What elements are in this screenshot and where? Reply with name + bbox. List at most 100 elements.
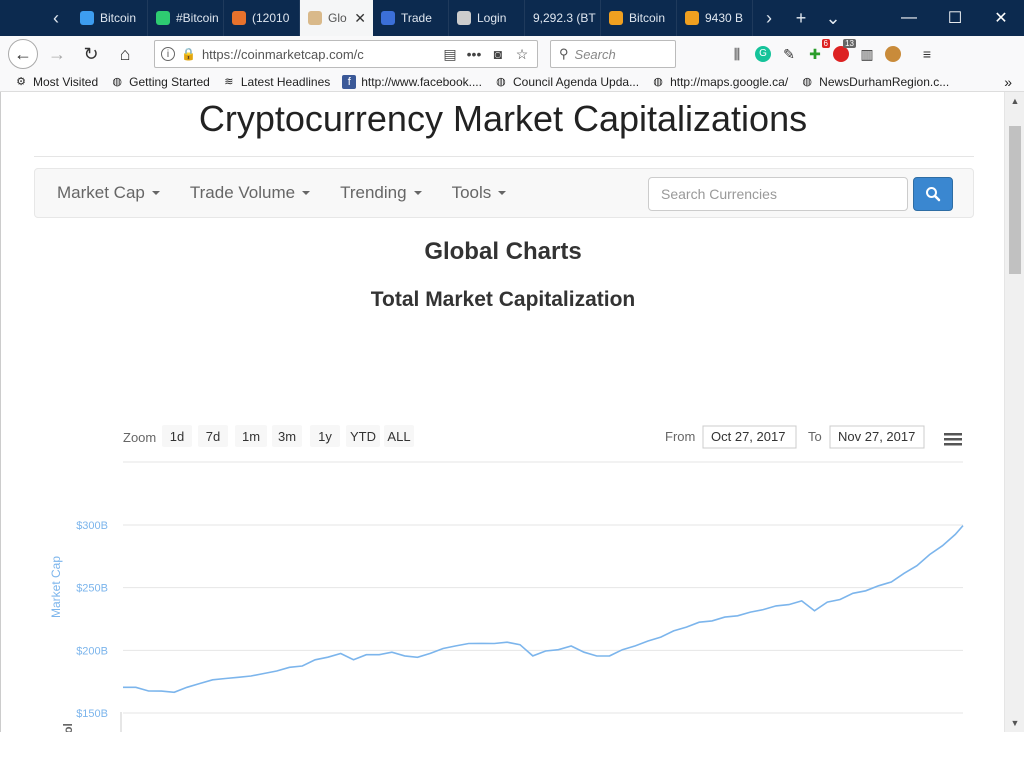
tab-2[interactable]: (12010: [224, 0, 300, 36]
tab-scroll-right-button[interactable]: ›: [753, 0, 785, 36]
tab-8[interactable]: 9430 B: [677, 0, 753, 36]
scroll-down-icon[interactable]: ▼: [1010, 718, 1020, 728]
tab-strip: ‹ Bitcoin #Bitcoin (12010 Glo ✕ Trade Login 9,2…: [0, 0, 1024, 36]
bookmark-item[interactable]: ≋ Latest Headlines: [222, 75, 330, 89]
zoom-button-label: 7d: [206, 429, 220, 444]
url-text[interactable]: https://coinmarketcap.com/c: [201, 46, 364, 62]
bookmark-item[interactable]: f http://www.facebook....: [342, 74, 482, 89]
tab-label: Bitcoin: [629, 11, 666, 25]
back-button[interactable]: ←: [8, 39, 38, 69]
home-button[interactable]: ⌂: [110, 39, 140, 69]
adblock-icon[interactable]: 13: [830, 39, 856, 65]
close-tab-icon[interactable]: ✕: [354, 9, 366, 26]
tab-6[interactable]: 9,292.3 (BT: [525, 0, 601, 36]
from-date-input[interactable]: [702, 425, 797, 449]
tab-5[interactable]: Login: [449, 0, 525, 36]
lock-icon[interactable]: 🔒: [181, 47, 196, 61]
globe-icon: ◍: [802, 76, 812, 88]
grammarly-icon[interactable]: G: [752, 43, 774, 65]
adblock-badge: 13: [843, 39, 856, 48]
list-all-tabs-button[interactable]: ⌄: [817, 0, 849, 36]
scroll-up-icon[interactable]: ▲: [1010, 96, 1020, 106]
bookmark-label: Latest Headlines: [240, 74, 331, 89]
tab-favicon-icon: [308, 11, 322, 25]
tab-favicon-icon: [381, 11, 395, 25]
tab-label: Trade: [401, 11, 432, 25]
to-date-input[interactable]: [829, 425, 925, 449]
caret-down-icon: [302, 191, 311, 195]
y-axis-label: Market Cap: [49, 556, 63, 618]
rss-icon: ≋: [224, 76, 234, 88]
from-date-value: Oct 27, 2017: [711, 429, 785, 444]
currency-search-input[interactable]: Search Currencies: [648, 177, 908, 211]
eyedropper-icon[interactable]: ✎: [783, 45, 795, 62]
tab-7[interactable]: Bitcoin: [601, 0, 677, 36]
minimize-button[interactable]: —: [886, 0, 932, 36]
zoom-button-1y[interactable]: [310, 425, 340, 447]
menu-label: Trending: [340, 183, 407, 202]
tab-4[interactable]: Trade: [373, 0, 449, 36]
bookmark-star-icon[interactable]: ☆: [515, 45, 529, 62]
close-window-button[interactable]: ✕: [978, 0, 1024, 36]
zoom-button-7d[interactable]: [198, 425, 228, 447]
pocket-icon[interactable]: ◙: [493, 46, 503, 62]
home-icon: ⌂: [119, 43, 131, 64]
zoom-button-ytd[interactable]: [346, 425, 380, 447]
zoom-button-1m[interactable]: [235, 425, 267, 447]
chevron-right-icon: ›: [766, 7, 772, 28]
bookmark-item[interactable]: ◍ Getting Started: [110, 75, 210, 89]
menu-tools[interactable]: Tools: [437, 183, 522, 203]
tab-0[interactable]: Bitcoin: [72, 0, 148, 36]
tab-1[interactable]: #Bitcoin: [148, 0, 224, 36]
minimize-icon: —: [901, 9, 917, 26]
tab-label: Bitcoin: [100, 11, 137, 25]
search-box[interactable]: ⚲ Search: [550, 40, 676, 68]
zoom-button-3m[interactable]: [272, 425, 302, 447]
tab-3[interactable]: Glo ✕: [300, 0, 373, 36]
tab-label: 9430 B: [705, 11, 744, 25]
chevron-down-icon: ⌄: [825, 7, 841, 28]
tab-label: Glo: [328, 11, 347, 25]
menu-trade-volume[interactable]: Trade Volume: [175, 183, 325, 203]
bookmark-item[interactable]: ⚙ Most Visited: [14, 75, 98, 89]
zoom-label: Zoom: [123, 430, 156, 445]
currency-search-button[interactable]: [913, 177, 953, 211]
page-title: Cryptocurrency Market Capitalizations: [198, 98, 808, 139]
sidebar-icon[interactable]: ▥: [860, 45, 874, 62]
tab-strip-left-space: [0, 0, 40, 36]
tab-favicon-icon: [156, 11, 170, 25]
chevron-double-right-icon[interactable]: »: [1004, 73, 1012, 90]
chart-menu-icon-bar: [944, 433, 962, 436]
menu-trending[interactable]: Trending: [325, 183, 436, 203]
new-tab-button[interactable]: +: [785, 0, 817, 36]
site-navbar: Market Cap Trade Volume Trending Tools S…: [34, 168, 974, 218]
tab-label: Login: [477, 11, 507, 25]
library-icon[interactable]: ⫼: [733, 45, 741, 62]
page-content: Cryptocurrency Market Capitalizations Ma…: [0, 92, 1004, 732]
menu-market-cap[interactable]: Market Cap: [35, 183, 175, 203]
chart-menu-icon-bar: [944, 438, 962, 441]
bookmark-item[interactable]: ◍ Council Agenda Upda...: [494, 75, 639, 89]
info-icon[interactable]: i: [161, 47, 175, 61]
monkey-extension-icon[interactable]: [882, 43, 904, 65]
zoom-button-all[interactable]: [384, 425, 414, 447]
menu-icon[interactable]: ≡: [922, 46, 932, 62]
bookmark-label: NewsDurhamRegion.c...: [819, 74, 950, 89]
forward-button[interactable]: →: [42, 39, 72, 69]
chart-menu-icon[interactable]: [939, 426, 967, 450]
more-actions-icon[interactable]: •••: [466, 46, 482, 62]
menu-label: Trade Volume: [189, 183, 296, 202]
maximize-button[interactable]: ☐: [932, 0, 978, 36]
tabs-list: Bitcoin #Bitcoin (12010 Glo ✕ Trade Login 9,292…: [72, 0, 753, 36]
url-bar[interactable]: i 🔒 https://coinmarketcap.com/c ▤ ••• ◙ …: [154, 40, 538, 68]
plus-icon: +: [795, 7, 807, 28]
scrollbar-thumb[interactable]: [1009, 126, 1021, 274]
reader-view-icon[interactable]: ▤: [443, 45, 457, 62]
tab-scroll-left-button[interactable]: ‹: [40, 0, 72, 36]
bookmark-item[interactable]: ◍ NewsDurhamRegion.c...: [800, 75, 949, 89]
reload-button[interactable]: ↻: [76, 39, 106, 69]
vertical-scrollbar[interactable]: ▲ ▼: [1004, 92, 1024, 732]
zoom-button-1d[interactable]: [162, 425, 192, 447]
bookmark-item[interactable]: ◍ http://maps.google.ca/: [651, 75, 788, 89]
extension-icon[interactable]: ✚ 6: [809, 39, 830, 62]
